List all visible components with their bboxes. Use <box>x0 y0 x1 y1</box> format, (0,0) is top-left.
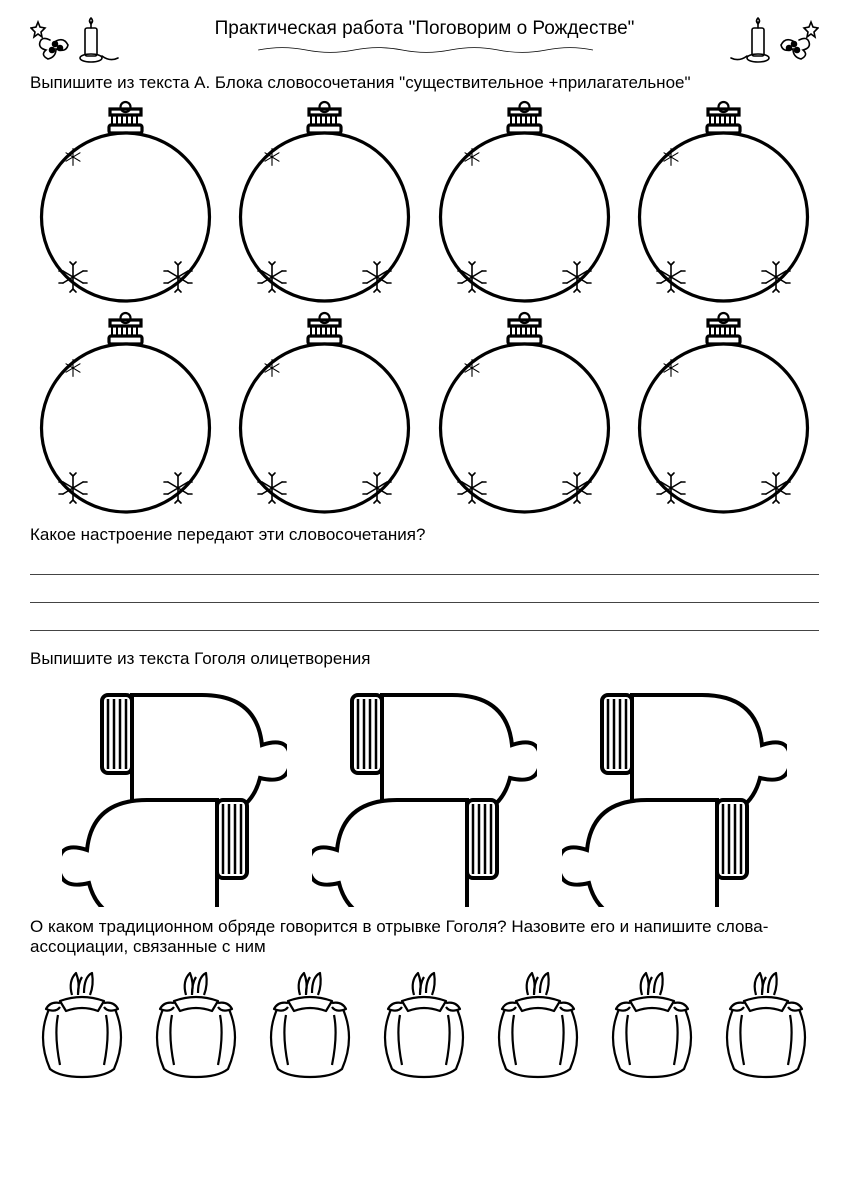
task1-instruction: Выпишите из текста А. Блока словосочетан… <box>30 73 819 93</box>
gift-bag-icon[interactable] <box>372 965 477 1080</box>
mitten-pair-icon[interactable] <box>562 677 787 907</box>
title-underline-icon <box>257 47 593 53</box>
header-decor-right-icon <box>729 10 819 65</box>
ornament-icon[interactable] <box>631 99 816 304</box>
header-decor-left-icon <box>30 10 120 65</box>
gift-bag-icon[interactable] <box>600 965 705 1080</box>
ornament-icon[interactable] <box>33 99 218 304</box>
ornament-icon[interactable] <box>432 310 617 515</box>
ornament-icon[interactable] <box>232 310 417 515</box>
task3-instruction: О каком традиционном обряде говорится в … <box>30 917 819 957</box>
gift-bag-icon[interactable] <box>144 965 249 1080</box>
page-title: Практическая работа "Поговорим о Рождест… <box>128 18 721 40</box>
title-block: Практическая работа "Поговорим о Рождест… <box>128 18 721 58</box>
mitten-row <box>30 677 819 907</box>
bag-row <box>30 965 819 1080</box>
writing-lines[interactable] <box>30 551 819 631</box>
task1-question: Какое настроение передают эти словосочет… <box>30 525 819 545</box>
gift-bag-icon[interactable] <box>486 965 591 1080</box>
gift-bag-icon[interactable] <box>714 965 819 1080</box>
task2-instruction: Выпишите из текста Гоголя олицетворения <box>30 649 819 669</box>
gift-bag-icon[interactable] <box>258 965 363 1080</box>
ornament-icon[interactable] <box>232 99 417 304</box>
ornament-icon[interactable] <box>631 310 816 515</box>
writing-line[interactable] <box>30 579 819 603</box>
writing-line[interactable] <box>30 607 819 631</box>
worksheet-header: Практическая работа "Поговорим о Рождест… <box>30 10 819 65</box>
ornament-grid <box>30 99 819 515</box>
mitten-pair-icon[interactable] <box>312 677 537 907</box>
ornament-icon[interactable] <box>33 310 218 515</box>
mitten-pair-icon[interactable] <box>62 677 287 907</box>
gift-bag-icon[interactable] <box>30 965 135 1080</box>
writing-line[interactable] <box>30 551 819 575</box>
ornament-icon[interactable] <box>432 99 617 304</box>
